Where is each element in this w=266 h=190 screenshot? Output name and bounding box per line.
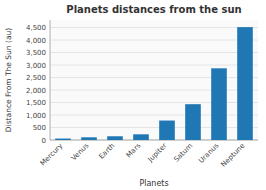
y-tick-label: 3,000 — [26, 62, 46, 70]
plot-background — [50, 20, 258, 140]
y-axis-label: Distance From The Sun (au) — [4, 28, 13, 132]
grid-line — [50, 40, 258, 41]
bar — [211, 68, 227, 140]
grid-line — [50, 52, 258, 53]
y-tick-label: 2,500 — [26, 74, 46, 82]
y-tick-label: 3,500 — [26, 49, 46, 57]
bar — [133, 134, 149, 140]
bar — [107, 136, 123, 140]
bars — [55, 27, 253, 140]
bar — [185, 104, 201, 140]
x-ticks: MercuryVenus Earth MarsJupiterSaturnUranus… — [39, 142, 247, 169]
grid-line — [50, 27, 258, 28]
x-tick-label: Mercury — [39, 142, 65, 168]
y-tick-label: 1,000 — [26, 112, 46, 120]
bar — [55, 139, 71, 140]
bar — [81, 137, 97, 140]
x-axis-label: Planets — [139, 179, 168, 188]
y-tick-label: 4,000 — [26, 37, 46, 45]
y-tick-label: 500 — [33, 124, 46, 132]
x-tick-label: Venus — [70, 142, 91, 163]
x-tick-label: Jupiter — [146, 142, 169, 165]
title: Planets distances from the sun — [66, 4, 241, 15]
x-tick-label: Saturn — [172, 142, 194, 164]
y-tick-label: 0 — [42, 137, 46, 145]
y-tick-label: 1,500 — [26, 99, 46, 107]
chart: 0 500 1,000 1,500 2,000 2,500 3,000 3,500 4,000 4… — [0, 0, 266, 190]
x-tick-label: Neptune — [220, 142, 247, 169]
x-tick-label: Uranus — [197, 142, 220, 165]
bar — [237, 27, 253, 140]
x-tick-label: Mars — [125, 142, 143, 160]
x-tick-label: Earth — [97, 142, 116, 161]
y-axis-line — [50, 20, 51, 140]
y-tick-label: 4,500 — [26, 24, 46, 32]
bar — [159, 121, 175, 140]
grid-line — [50, 65, 258, 66]
y-ticks: 0 500 1,000 1,500 2,000 2,500 3,000 3,500 4,000 4… — [26, 24, 258, 145]
y-tick-label: 2,000 — [26, 87, 46, 95]
